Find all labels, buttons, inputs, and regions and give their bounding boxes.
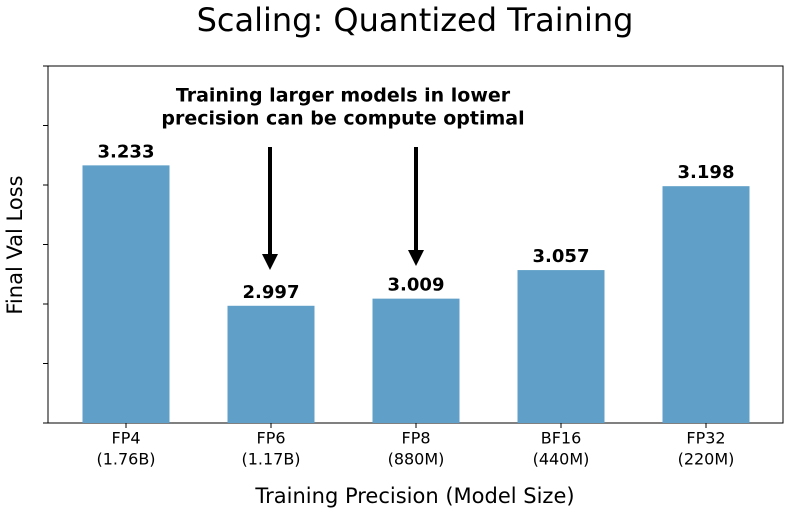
x-axis-label: Training Precision (Model Size) bbox=[254, 484, 574, 508]
value-label: 3.009 bbox=[388, 275, 445, 296]
bar bbox=[227, 305, 315, 423]
x-tick-label: BF16 bbox=[541, 429, 582, 448]
x-tick-label: (1.76B) bbox=[96, 450, 155, 469]
chart-title: Scaling: Quantized Training bbox=[197, 1, 634, 39]
y-axis-label: Final Val Loss bbox=[3, 175, 27, 314]
bar bbox=[82, 165, 170, 424]
x-tick-label: FP4 bbox=[111, 429, 140, 448]
value-label: 2.997 bbox=[243, 282, 300, 303]
x-tick-label: (220M) bbox=[678, 450, 735, 469]
x-tick-label: FP8 bbox=[401, 429, 430, 448]
bar bbox=[662, 186, 750, 423]
bar bbox=[517, 270, 605, 423]
value-label: 3.198 bbox=[678, 162, 735, 183]
x-tick-label: (440M) bbox=[533, 450, 590, 469]
value-label: 3.233 bbox=[98, 141, 155, 162]
x-tick-label: (1.17B) bbox=[241, 450, 300, 469]
x-tick-label: (880M) bbox=[388, 450, 445, 469]
x-tick-label: FP6 bbox=[256, 429, 285, 448]
x-tick-label: FP32 bbox=[686, 429, 725, 448]
annotation: Training larger models in lower bbox=[176, 85, 511, 107]
value-label: 3.057 bbox=[533, 246, 590, 267]
annotation: precision can be compute optimal bbox=[161, 108, 524, 130]
bar bbox=[372, 298, 460, 423]
